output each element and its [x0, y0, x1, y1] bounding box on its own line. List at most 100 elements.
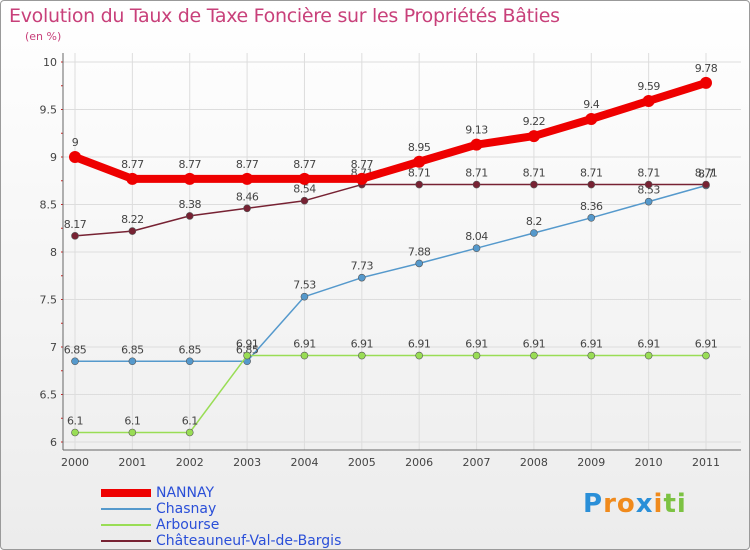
data-label-chateauneuf-val-de-bargis: 8.71: [523, 167, 546, 180]
data-label-arbourse: 6.91: [236, 338, 259, 351]
data-label-nannay: 8.77: [178, 158, 201, 171]
legend-swatch: [101, 540, 151, 542]
data-label-chateauneuf-val-de-bargis: 8.46: [236, 190, 259, 203]
y-tick-label: 8.5: [40, 199, 58, 212]
y-tick-label: 7.5: [40, 294, 58, 307]
data-label-chateauneuf-val-de-bargis: 8.54: [293, 183, 316, 196]
x-tick-label: 2000: [61, 456, 89, 469]
data-label-nannay: 8.77: [236, 158, 259, 171]
series-line-chasnay: [74, 184, 707, 362]
data-point-chateauneuf-val-de-bargis: [587, 180, 596, 189]
logo-letter: i: [676, 489, 687, 519]
data-point-chasnay: [300, 292, 309, 301]
data-point-arbourse: [702, 351, 710, 360]
data-label-arbourse: 6.91: [695, 338, 718, 351]
chart-legend: NANNAY Chasnay Arbourse Châteauneuf-Val-de-…: [101, 485, 401, 549]
data-point-nannay: [642, 94, 655, 107]
data-point-arbourse: [472, 351, 481, 360]
data-point-chateauneuf-val-de-bargis: [71, 232, 79, 240]
data-label-nannay: 8.77: [121, 158, 144, 171]
x-tick-label: 2003: [233, 456, 261, 469]
logo-letter: o: [616, 489, 636, 519]
x-tick-label: 2008: [520, 456, 548, 469]
logo-letter: P: [583, 489, 604, 519]
data-point-chateauneuf-val-de-bargis: [415, 180, 423, 189]
data-point-chasnay: [415, 259, 423, 268]
data-point-chateauneuf-val-de-bargis: [185, 212, 194, 220]
data-label-chateauneuf-val-de-bargis: 8.71: [695, 167, 718, 180]
data-label-arbourse: 6.91: [408, 338, 431, 351]
data-label-chateauneuf-val-de-bargis: 8.71: [465, 167, 488, 180]
data-point-arbourse: [530, 351, 538, 360]
legend-swatch: [101, 524, 151, 526]
logo-letter: i: [653, 489, 664, 519]
y-tick-label: 9: [50, 151, 57, 164]
data-point-nannay: [527, 130, 540, 143]
data-point-chateauneuf-val-de-bargis: [300, 196, 309, 205]
data-label-chasnay: 6.85: [121, 343, 144, 356]
series-line-nannay: [71, 78, 710, 183]
data-point-chasnay: [472, 244, 481, 252]
legend-item: NANNAY: [101, 485, 401, 501]
data-label-nannay: 9: [72, 136, 79, 149]
data-label-chateauneuf-val-de-bargis: 8.17: [64, 218, 87, 231]
legend-label: Arbourse: [156, 517, 220, 533]
data-point-chateauneuf-val-de-bargis: [530, 180, 538, 189]
x-tick-label: 2005: [348, 456, 376, 469]
data-point-chateauneuf-val-de-bargis: [128, 227, 137, 235]
series-line-arbourse: [74, 354, 707, 434]
data-label-chasnay: 8.2: [526, 215, 542, 228]
data-point-arbourse: [415, 351, 423, 360]
data-point-nannay: [298, 172, 311, 185]
data-point-chasnay: [358, 273, 366, 282]
data-point-chasnay: [71, 357, 79, 366]
data-point-chasnay: [128, 357, 137, 366]
y-tick-label: 6: [50, 436, 57, 449]
data-point-chasnay: [587, 214, 596, 222]
x-tick-label: 2007: [463, 456, 491, 469]
data-label-chateauneuf-val-de-bargis: 8.38: [178, 198, 201, 211]
data-label-chasnay: 6.85: [64, 343, 87, 356]
data-label-chasnay: 6.85: [178, 343, 201, 356]
legend-swatch: [101, 508, 151, 510]
data-label-arbourse: 6.91: [580, 338, 603, 351]
data-label-chasnay: 8.36: [580, 200, 603, 213]
data-label-nannay: 9.4: [583, 98, 599, 111]
y-tick-label: 7: [50, 341, 57, 354]
data-point-arbourse: [587, 351, 596, 360]
data-label-chateauneuf-val-de-bargis: 8.71: [580, 167, 603, 180]
data-point-nannay: [69, 151, 81, 163]
data-label-chasnay: 7.53: [293, 279, 316, 292]
data-point-nannay: [585, 113, 598, 125]
x-tick-label: 2004: [290, 456, 318, 469]
legend-label: Châteauneuf-Val-de-Bargis: [156, 533, 342, 549]
data-label-chasnay: 7.88: [408, 245, 431, 258]
data-label-arbourse: 6.1: [67, 415, 83, 428]
data-point-nannay: [413, 155, 426, 168]
x-tick-label: 2002: [176, 456, 204, 469]
data-point-arbourse: [243, 351, 251, 360]
data-point-arbourse: [71, 428, 79, 437]
chart-title: Evolution du Taux de Taxe Foncière sur l…: [9, 5, 560, 27]
data-label-nannay: 9.13: [465, 124, 488, 137]
data-label-chasnay: 6.85: [236, 343, 259, 356]
data-label-arbourse: 6.91: [523, 338, 546, 351]
data-point-arbourse: [358, 351, 366, 360]
data-label-nannay: 8.77: [293, 158, 316, 171]
data-label-chateauneuf-val-de-bargis: 8.22: [121, 213, 144, 226]
data-label-arbourse: 6.91: [351, 338, 374, 351]
data-label-arbourse: 6.91: [465, 338, 488, 351]
x-tick-label: 2009: [577, 456, 605, 469]
data-point-nannay: [700, 76, 712, 89]
data-point-nannay: [126, 172, 139, 185]
data-label-nannay: 9.22: [523, 115, 546, 128]
x-tick-label: 2001: [118, 456, 146, 469]
data-point-nannay: [355, 172, 368, 185]
data-label-arbourse: 6.91: [293, 338, 316, 351]
legend-label: Chasnay: [156, 501, 217, 517]
data-label-chasnay: 7.73: [351, 260, 374, 273]
legend-label: NANNAY: [156, 485, 215, 501]
x-tick-label: 2011: [692, 456, 720, 469]
